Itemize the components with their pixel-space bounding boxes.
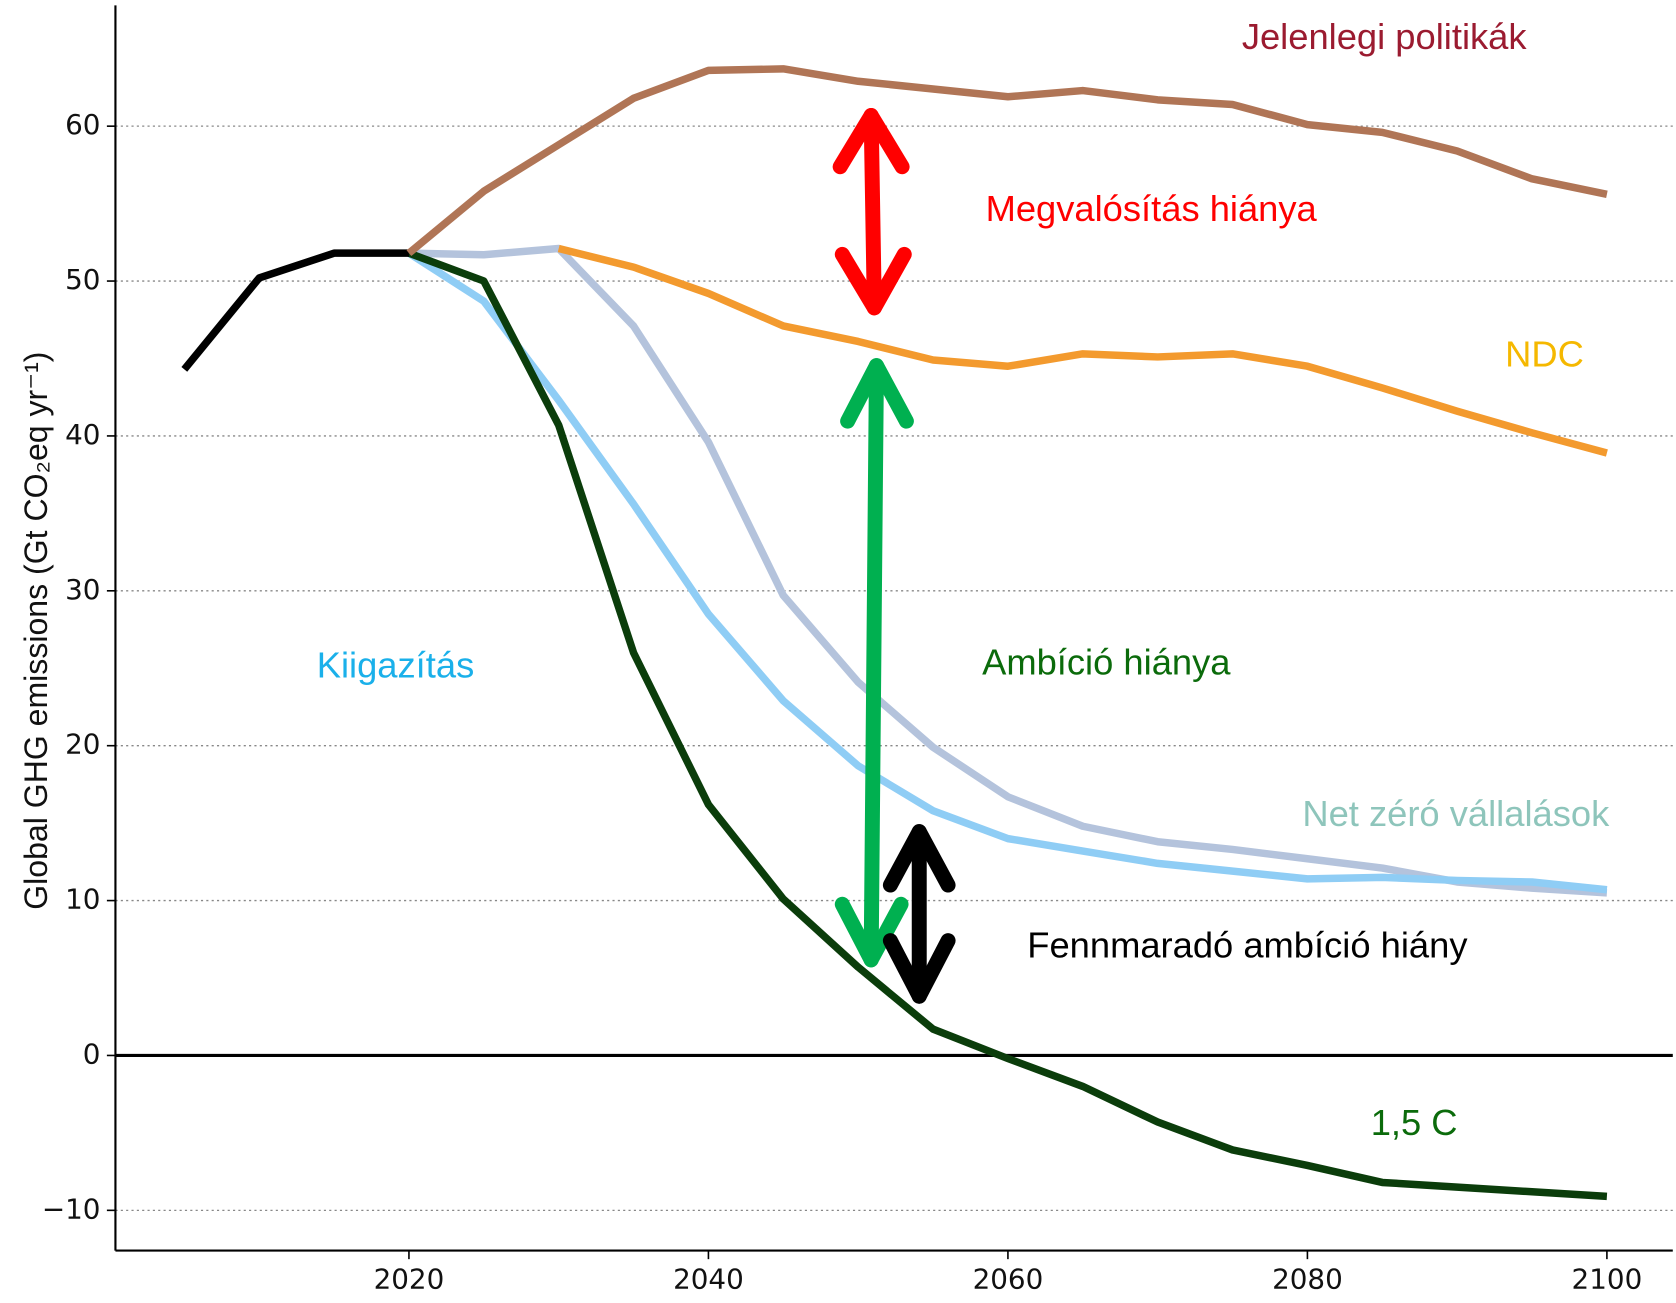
green-arrow bbox=[834, 358, 914, 968]
series-label: 1,5 C bbox=[1371, 1102, 1458, 1143]
y-axis-label: Global GHG emissions (Gt CO₂eq yr⁻¹) bbox=[18, 352, 54, 910]
series-line bbox=[181, 249, 409, 372]
x-tick-label: 2100 bbox=[1572, 1263, 1643, 1296]
x-tick-label: 2020 bbox=[374, 1263, 445, 1296]
series-line bbox=[407, 249, 1608, 1201]
series-label: Jelenlegi politikák bbox=[1242, 16, 1528, 57]
y-tick-label: 10 bbox=[65, 883, 100, 916]
gap-arrows bbox=[832, 107, 956, 1004]
black-arrow bbox=[882, 824, 956, 1004]
series-line bbox=[557, 244, 1608, 457]
annotation: Ambíció hiánya bbox=[982, 641, 1231, 682]
y-tick-label: 0 bbox=[83, 1037, 101, 1070]
series-label: Net zéró vállalások bbox=[1302, 793, 1610, 834]
red-arrow bbox=[832, 107, 912, 316]
series-line bbox=[406, 250, 1608, 894]
annotation: Megvalósítás hiánya bbox=[986, 188, 1318, 229]
x-tick-label: 2080 bbox=[1272, 1263, 1343, 1296]
y-tick-label: 50 bbox=[65, 263, 100, 296]
annotation: Fennmaradó ambíció hiány bbox=[1027, 925, 1468, 966]
y-tick-label: 60 bbox=[65, 108, 100, 141]
x-tick-label: 2060 bbox=[973, 1263, 1044, 1296]
series-label: Kiigazítás bbox=[317, 645, 475, 686]
y-tick-label: 20 bbox=[65, 728, 100, 761]
y-tick-label: 30 bbox=[65, 573, 100, 606]
plot: −10 0 10 20 30 40 50 60 2020 2040 2060 2080 2100 bbox=[42, 5, 1673, 1296]
series-line bbox=[408, 244, 1608, 897]
series-line bbox=[406, 65, 1608, 257]
y-tick-label: −10 bbox=[42, 1192, 101, 1225]
series-label: NDC bbox=[1505, 334, 1584, 375]
x-tick-label: 2040 bbox=[673, 1263, 744, 1296]
y-tick-label: 40 bbox=[65, 418, 100, 451]
